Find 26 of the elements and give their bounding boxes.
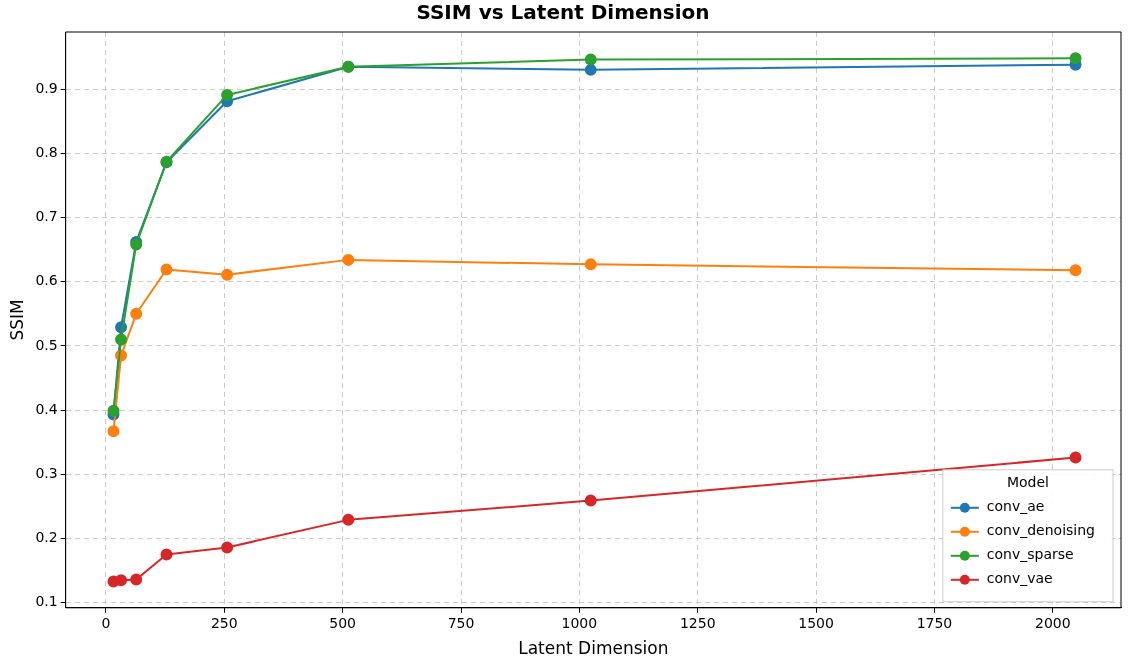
x-axis-title: Latent Dimension bbox=[518, 638, 669, 659]
x-tick-label: 1500 bbox=[798, 614, 834, 631]
x-tick-label: 1250 bbox=[679, 614, 716, 631]
x-tick-label: 1750 bbox=[916, 614, 953, 631]
legend-label: conv_sparse bbox=[986, 546, 1074, 563]
y-axis-title: SSIM bbox=[6, 299, 27, 341]
y-tick-label: 0.6 bbox=[35, 272, 58, 289]
x-tick-label: 1000 bbox=[561, 614, 598, 631]
legend-label: conv_vae bbox=[986, 570, 1053, 587]
y-tick-label: 0.8 bbox=[35, 143, 58, 160]
y-tick-label: 0.9 bbox=[35, 79, 58, 96]
x-tick-label: 2000 bbox=[1035, 614, 1071, 631]
y-tick-label: 0.7 bbox=[35, 208, 58, 225]
y-tick-label: 0.5 bbox=[35, 336, 58, 353]
legend-title: Model bbox=[1006, 474, 1049, 491]
y-tick-label: 0.4 bbox=[35, 400, 58, 417]
x-tick-label: 0 bbox=[101, 614, 111, 631]
x-tick-label: 250 bbox=[210, 614, 238, 631]
y-tick-label: 0.3 bbox=[35, 464, 58, 481]
chart-title: SSIM vs Latent Dimension bbox=[416, 0, 710, 25]
y-tick-label: 0.2 bbox=[35, 529, 58, 546]
x-tick-label: 500 bbox=[329, 614, 356, 631]
legend-label: conv_ae bbox=[986, 498, 1045, 515]
legend-label: conv_denoising bbox=[986, 522, 1096, 539]
y-tick-label: 0.1 bbox=[35, 593, 58, 610]
x-tick-label: 750 bbox=[447, 614, 475, 631]
